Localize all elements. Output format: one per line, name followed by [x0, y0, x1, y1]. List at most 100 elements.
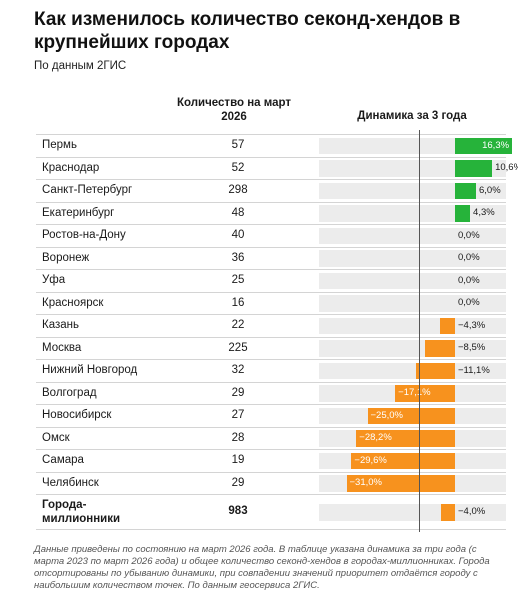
dynamics-label: −11,1%	[458, 364, 490, 376]
dynamics-label: −25,0%	[370, 409, 404, 421]
table-row: Екатеринбург 48 4,3%	[36, 201, 506, 225]
dynamics-label: 0,0%	[458, 252, 480, 263]
dynamics-bar	[416, 362, 455, 379]
dynamics-label: 10,6%	[495, 162, 518, 173]
table-row: Воронеж 36 0,0%	[36, 246, 506, 270]
dynamics-track: 0,0%	[319, 227, 506, 244]
dynamics-track: −31,0%	[319, 475, 506, 492]
dynamics-bar	[395, 385, 455, 402]
dynamics-track: −4,0%	[319, 504, 506, 521]
point-count: 16	[231, 296, 245, 309]
dynamics-bar	[356, 430, 455, 447]
city-name: Новосибирск	[42, 409, 112, 421]
point-count: 983	[228, 505, 248, 517]
point-count: 32	[231, 364, 245, 376]
point-count: 29	[231, 386, 245, 399]
point-count: 28	[231, 431, 245, 444]
table-row: Нижний Новгород 32 −11,1%	[36, 359, 506, 382]
table-row: Волгоград 29 −17,1%	[36, 381, 506, 405]
dynamics-label: −29,6%	[354, 454, 387, 466]
dynamics-track: 16,3%	[319, 137, 513, 154]
table-row: Челябинск 29 −31,0%	[36, 471, 506, 495]
city-name: Пермь	[42, 139, 77, 151]
city-name: Омск	[42, 431, 70, 444]
point-count: 40	[231, 229, 245, 241]
dynamics-track: −4,3%	[319, 317, 506, 334]
city-name: Воронеж	[42, 251, 90, 264]
dynamics-label: 4,3%	[473, 207, 495, 218]
dynamics-label: 6,0%	[479, 184, 501, 196]
dynamics-bar	[346, 475, 455, 492]
table-row: Москва 225 −8,5%	[36, 336, 506, 360]
table-row: Краснодар 52 10,6%	[36, 156, 518, 180]
dynamics-label: −17,1%	[398, 387, 431, 398]
dynamics-track: 6,0%	[319, 182, 506, 199]
dynamics-label: 0,0%	[458, 297, 480, 308]
dynamics-track: −29,6%	[319, 452, 506, 469]
dynamics-bar	[367, 407, 455, 424]
dynamics-track: 0,0%	[319, 272, 506, 289]
point-count: 25	[231, 274, 245, 286]
dynamics-track: 4,3%	[319, 205, 506, 222]
point-count: 57	[231, 139, 245, 151]
table-row: Пермь 57 16,3%	[36, 134, 513, 157]
dynamics-track: 10,6%	[319, 160, 518, 177]
city-name: Москва	[42, 341, 82, 354]
chart-title: Как изменилось количество секонд-хендов …	[34, 9, 461, 53]
chart-subtitle: По данным 2ГИС	[34, 60, 127, 72]
dynamics-column-header: Динамика за 3 года	[357, 110, 467, 122]
table-row: Казань 22 −4,3%	[36, 314, 506, 337]
total-row: Города-миллионники 983 −4,0%	[36, 494, 506, 530]
table-row: Санкт-Петербург 298 6,0%	[36, 179, 506, 202]
city-name: Екатеринбург	[42, 206, 115, 219]
chart-table: Пермь 57 16,3% Краснодар 52 10,6% Санкт-Петерб…	[36, 134, 518, 530]
city-name: Казань	[42, 319, 79, 331]
city-name: Города-миллионники	[42, 499, 121, 525]
point-count: 27	[231, 409, 245, 421]
table-row: Омск 28 −28,2%	[36, 426, 506, 450]
dynamics-track: 0,0%	[319, 250, 506, 267]
city-name: Нижний Новгород	[42, 364, 138, 376]
zero-axis-line	[419, 130, 420, 532]
footnote: Данные приведены по состоянию на март 20…	[34, 544, 490, 591]
point-count: 298	[228, 184, 248, 196]
table-row: Красноярск 16 0,0%	[36, 291, 506, 315]
dynamics-bar	[441, 504, 455, 521]
point-count: 36	[231, 251, 245, 264]
city-name: Ростов-на-Дону	[42, 229, 126, 241]
point-count: 29	[231, 476, 245, 489]
city-name: Волгоград	[42, 386, 97, 399]
table-row: Уфа 25 0,0%	[36, 269, 506, 292]
dynamics-bar	[455, 182, 476, 199]
dynamics-bar	[439, 317, 455, 334]
dynamics-track: −17,1%	[319, 385, 506, 402]
point-count: 52	[231, 161, 245, 174]
point-count: 48	[231, 206, 245, 219]
dynamics-bar	[455, 137, 513, 154]
city-name: Самара	[42, 454, 84, 466]
dynamics-track: 0,0%	[319, 295, 506, 312]
dynamics-track: −25,0%	[319, 407, 506, 424]
city-name: Санкт-Петербург	[42, 184, 133, 196]
dynamics-track: −11,1%	[319, 362, 506, 379]
city-name: Красноярск	[42, 296, 104, 309]
dynamics-track: −8,5%	[319, 340, 506, 357]
dynamics-bar	[455, 205, 471, 222]
dynamics-bar	[455, 160, 493, 177]
dynamics-label: −4,0%	[458, 506, 486, 517]
dynamics-label: −4,3%	[458, 319, 486, 331]
dynamics-label: 16,3%	[482, 139, 510, 151]
dynamics-track: −28,2%	[319, 430, 506, 447]
table-row: Ростов-на-Дону 40 0,0%	[36, 224, 506, 247]
dynamics-bar	[425, 340, 455, 357]
city-name: Уфа	[42, 274, 66, 286]
point-count: 225	[228, 341, 248, 354]
dynamics-bar	[351, 452, 455, 469]
city-name: Челябинск	[42, 476, 99, 489]
dynamics-label: 0,0%	[458, 274, 480, 286]
dynamics-label: −28,2%	[359, 432, 392, 443]
city-name: Краснодар	[42, 161, 100, 174]
table-row: Самара 19 −29,6%	[36, 449, 506, 472]
dynamics-label: −8,5%	[458, 342, 486, 353]
dynamics-label: 0,0%	[458, 229, 480, 241]
